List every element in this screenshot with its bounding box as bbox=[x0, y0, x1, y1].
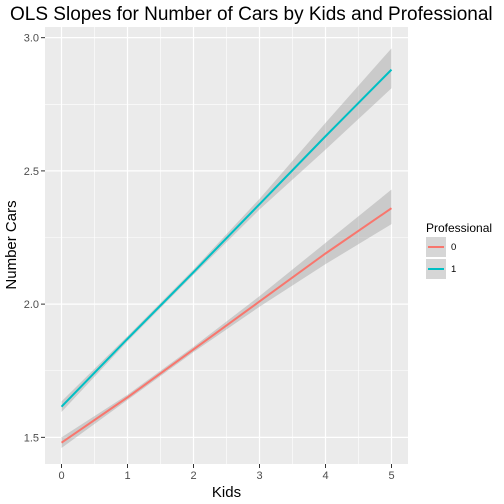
x-tick-label: 5 bbox=[388, 470, 394, 482]
legend-label-1: 1 bbox=[451, 264, 456, 275]
grid-major bbox=[45, 27, 408, 464]
legend: Professional 0 1 bbox=[426, 221, 492, 279]
y-axis-ticks: 1.5 2.0 2.5 3.0 bbox=[24, 33, 45, 444]
x-tick-label: 1 bbox=[124, 470, 130, 482]
x-axis-ticks: 0 1 2 3 4 5 bbox=[58, 464, 395, 482]
x-tick-label: 0 bbox=[58, 470, 64, 482]
legend-label-0: 0 bbox=[451, 242, 456, 253]
x-tick-label: 4 bbox=[322, 470, 328, 482]
series-lines bbox=[60, 68, 393, 444]
x-tick-label: 2 bbox=[190, 470, 196, 482]
x-tick-label: 3 bbox=[256, 470, 262, 482]
y-tick-label: 2.5 bbox=[24, 166, 39, 178]
series-line-0 bbox=[60, 207, 393, 444]
series-line-1 bbox=[60, 68, 393, 408]
y-tick-label: 1.5 bbox=[24, 432, 39, 444]
y-tick-label: 3.0 bbox=[24, 33, 39, 45]
x-axis-title: Kids bbox=[212, 484, 241, 501]
y-axis-title: Number Cars bbox=[3, 200, 20, 289]
confidence-band-0 bbox=[61, 189, 392, 449]
legend-title: Professional bbox=[426, 221, 492, 235]
chart-title: OLS Slopes for Number of Cars by Kids an… bbox=[10, 4, 493, 25]
y-tick-label: 2.0 bbox=[24, 299, 39, 311]
